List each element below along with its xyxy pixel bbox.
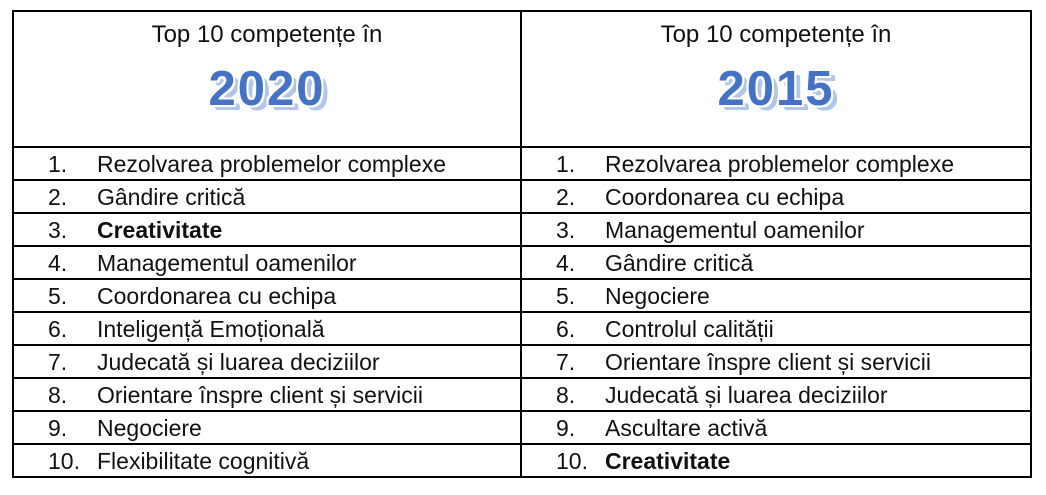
list-item: 6. Controlul calității [522,313,1030,346]
item-label: Ascultare activă [605,414,768,441]
item-number: 6. [556,315,576,342]
item-label: Judecată și luarea deciziilor [605,381,888,408]
list-item: 3. Creativitate [14,214,520,247]
list-item: 8. Orientare înspre client și servicii [14,379,520,412]
item-number: 2. [556,183,576,210]
item-label: Judecată și luarea deciziilor [97,348,380,375]
year-2015: 2015 [717,62,835,116]
item-number: 10. [556,447,588,474]
item-number: 4. [556,249,576,276]
list-item: 7. Orientare înspre client și servicii [522,346,1030,379]
item-label: Flexibilitate cognitivă [97,447,310,474]
list-item: 8. Judecată și luarea deciziilor [522,379,1030,412]
item-number: 1. [48,150,68,177]
item-label: Negociere [97,414,202,441]
list-2020: 1. Rezolvarea problemelor complexe 2. Gâ… [14,148,520,476]
list-item: 10. Flexibilitate cognitivă [14,445,520,476]
list-item: 2. Coordonarea cu echipa [522,181,1030,214]
list-item: 10. Creativitate [522,445,1030,476]
item-label: Orientare înspre client și servicii [605,348,931,375]
item-label: Rezolvarea problemelor complexe [97,150,446,177]
list-item: 9. Negociere [14,412,520,445]
item-label: Managementul oamenilor [605,216,865,243]
list-item: 4. Managementul oamenilor [14,247,520,280]
item-label: Creativitate [605,447,731,474]
list-item: 7. Judecată și luarea deciziilor [14,346,520,379]
list-item: 4. Gândire critică [522,247,1030,280]
item-number: 5. [556,282,576,309]
column-header-2015: Top 10 competențe în 2015 [522,12,1030,148]
item-number: 9. [48,414,68,441]
list-item: 6. Inteligență Emoțională [14,313,520,346]
competencies-comparison-table: Top 10 competențe în 2020 1. Rezolvarea … [12,10,1032,478]
item-number: 1. [556,150,576,177]
item-label: Gândire critică [97,183,246,210]
item-label: Coordonarea cu echipa [605,183,845,210]
item-number: 7. [48,348,68,375]
item-label: Controlul calității [605,315,774,342]
item-label: Rezolvarea problemelor complexe [605,150,954,177]
column-2015: Top 10 competențe în 2015 1. Rezolvarea … [522,12,1030,476]
item-number: 9. [556,414,576,441]
item-label: Inteligență Emoțională [97,315,325,342]
header-title: Top 10 competențe în [151,21,383,48]
list-item: 5. Negociere [522,280,1030,313]
list-item: 3. Managementul oamenilor [522,214,1030,247]
list-item: 5. Coordonarea cu echipa [14,280,520,313]
item-number: 3. [556,216,576,243]
item-label: Orientare înspre client și servicii [97,381,423,408]
item-label: Creativitate [97,216,223,243]
list-item: 1. Rezolvarea problemelor complexe [522,148,1030,181]
item-number: 10. [48,447,80,474]
item-label: Managementul oamenilor [97,249,357,276]
list-item: 1. Rezolvarea problemelor complexe [14,148,520,181]
list-2015: 1. Rezolvarea problemelor complexe 2. Co… [522,148,1030,476]
item-number: 8. [556,381,576,408]
item-number: 8. [48,381,68,408]
item-number: 6. [48,315,68,342]
item-number: 2. [48,183,68,210]
list-item: 2. Gândire critică [14,181,520,214]
item-number: 5. [48,282,68,309]
item-label: Gândire critică [605,249,754,276]
list-item: 9. Ascultare activă [522,412,1030,445]
column-2020: Top 10 competențe în 2020 1. Rezolvarea … [14,12,522,476]
item-number: 4. [48,249,68,276]
year-2020: 2020 [208,62,326,116]
item-label: Negociere [605,282,710,309]
item-label: Coordonarea cu echipa [97,282,337,309]
item-number: 3. [48,216,68,243]
item-number: 7. [556,348,576,375]
header-title: Top 10 competențe în [660,21,892,48]
column-header-2020: Top 10 competențe în 2020 [14,12,520,148]
